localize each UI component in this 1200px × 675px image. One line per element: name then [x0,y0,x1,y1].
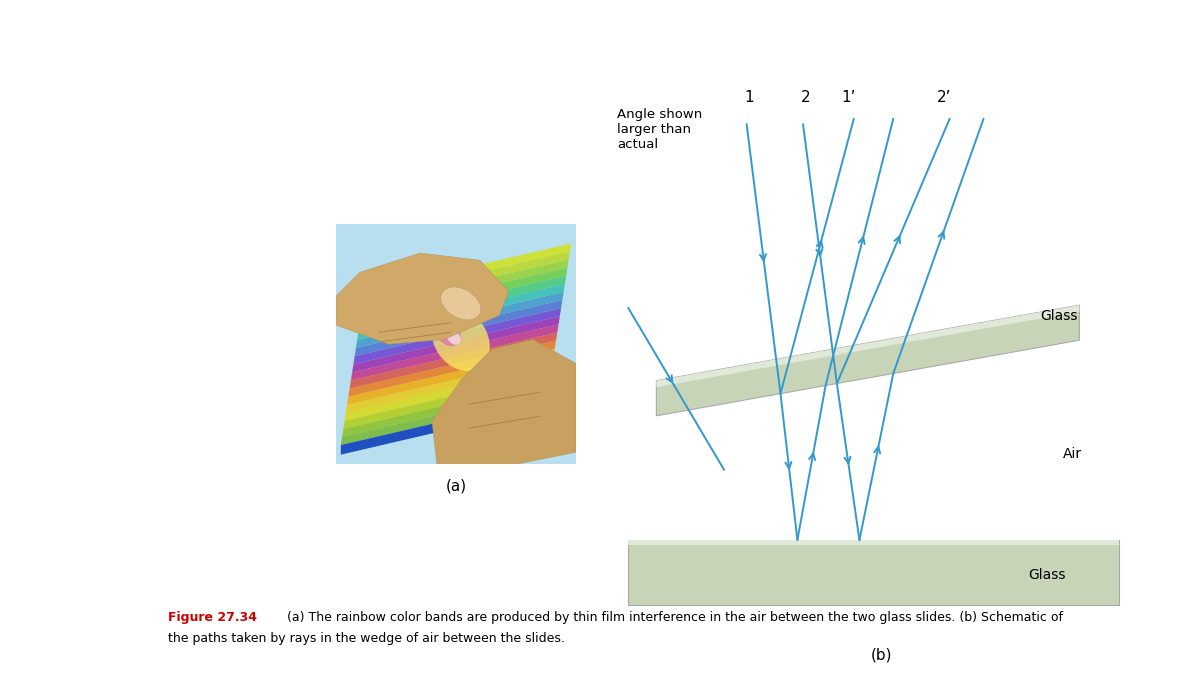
Text: Air: Air [1062,447,1081,460]
Text: (a): (a) [445,479,467,493]
Text: the paths taken by rays in the wedge of air between the slides.: the paths taken by rays in the wedge of … [168,632,565,645]
Polygon shape [359,276,566,332]
Ellipse shape [440,287,481,320]
Polygon shape [341,389,548,445]
Polygon shape [656,305,1080,416]
Polygon shape [354,308,562,364]
Polygon shape [364,244,571,300]
Polygon shape [346,356,553,412]
Polygon shape [336,253,509,344]
Polygon shape [356,292,564,348]
Polygon shape [361,260,569,316]
Text: (a) The rainbow color bands are produced by thin film interference in the air be: (a) The rainbow color bands are produced… [283,611,1063,624]
Polygon shape [341,244,571,445]
Ellipse shape [432,314,461,346]
Polygon shape [358,284,565,340]
Text: 2’: 2’ [937,90,952,105]
Text: Figure 27.34: Figure 27.34 [168,611,257,624]
Polygon shape [347,348,554,404]
Polygon shape [629,540,1118,605]
Text: 1: 1 [745,90,755,105]
Polygon shape [629,540,1118,545]
Polygon shape [656,305,1080,387]
Polygon shape [360,268,568,324]
Text: Glass: Glass [1028,568,1066,582]
Polygon shape [355,300,563,356]
Text: 2: 2 [802,90,811,105]
Polygon shape [343,373,551,429]
Ellipse shape [446,329,461,345]
Polygon shape [344,364,552,421]
Polygon shape [341,397,547,455]
Text: Angle shown
larger than
actual: Angle shown larger than actual [617,108,702,151]
Text: Glass: Glass [1040,308,1078,323]
Text: 1’: 1’ [841,90,856,105]
Polygon shape [348,340,556,396]
Polygon shape [349,332,557,388]
Polygon shape [432,340,576,464]
Polygon shape [352,316,560,373]
Polygon shape [362,252,570,308]
Ellipse shape [432,308,490,371]
Text: (b): (b) [871,648,893,663]
Polygon shape [342,381,550,437]
Polygon shape [350,324,558,381]
